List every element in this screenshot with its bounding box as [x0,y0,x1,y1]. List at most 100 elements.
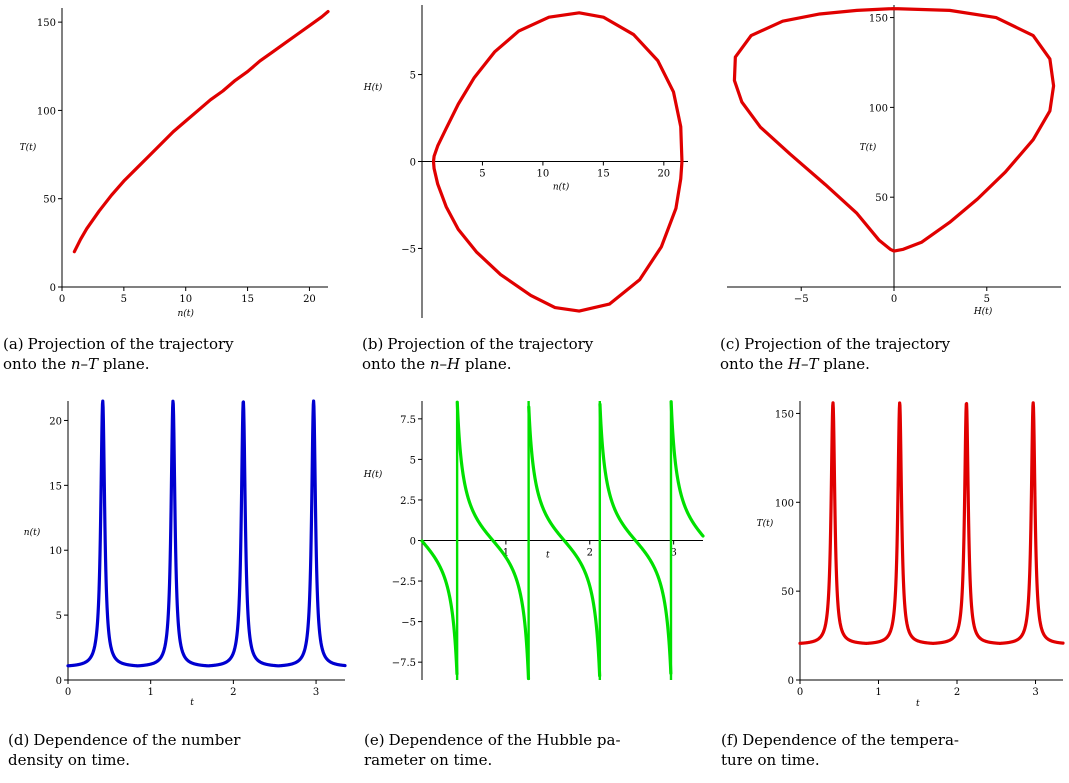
series-line [732,6,1056,253]
y-tick-label: 0 [410,537,416,548]
caption-c: (c) Projection of the trajectory onto the… [720,334,1060,374]
x-tick-label: 15 [597,169,610,180]
caption-text: Projection of the trajectory [387,335,594,353]
y-tick-label: 0 [788,676,794,687]
y-tick-label: −2.5 [392,577,416,588]
chart-a: 0 5 10 15 20 0 50 100 150 n(t) T(t) [20,8,330,319]
caption-text: plane. [98,355,150,373]
y-tick-label: 5 [410,455,416,466]
caption-e: (e) Dependence of the Hubble pa- rameter … [364,730,699,770]
y-axis-label: H(t) [363,82,383,93]
x-tick-label: 3 [1032,687,1038,698]
caption-text: onto the [720,355,788,373]
chart-e: 1 2 3 −7.5 −5 −2.5 0 2.5 5 7.5 t H(t) [363,400,705,681]
x-tick-label: 2 [230,687,236,698]
y-tick-label: −7.5 [392,658,416,669]
x-tick-label: −5 [794,294,809,305]
y-tick-label: 7.5 [400,415,416,426]
chart-c: −5 0 5 50 100 150 H(t) T(t) [727,5,1061,317]
caption-text: Projection of the trajectory [744,335,951,353]
y-axis-label: T(t) [757,518,774,529]
y-tick-label: 0 [410,158,416,169]
caption-text: onto the [3,355,71,373]
y-tick-label: 150 [775,409,794,420]
caption-text: plane. [460,355,512,373]
caption-text: onto the [362,355,430,373]
x-tick-label: 10 [179,294,192,305]
caption-b: (b) Projection of the trajectory onto the… [362,334,697,374]
y-tick-label: 5 [410,71,416,82]
x-axis-label: t [916,699,920,709]
caption-tag: (e) [364,731,385,749]
x-axis-label: n(t) [178,308,195,319]
x-tick-label: 15 [241,294,254,305]
x-tick-label: 5 [121,294,127,305]
caption-var: n [429,355,440,373]
caption-tag: (c) [720,335,741,353]
y-tick-label: 2.5 [400,496,416,507]
panel-a: 0 5 10 15 20 0 50 100 150 n(t) T(t) [0,0,340,319]
series-line [66,399,347,668]
panel-d: 0 1 2 3 0 5 10 15 20 t n(t) [0,395,350,708]
panel-b: 5 10 15 20 −5 0 5 n(t) H(t) [355,0,705,320]
y-tick-label: 100 [37,106,56,117]
caption-var: H [787,355,801,373]
series-line [598,402,673,675]
chart-d: 0 1 2 3 0 5 10 15 20 t n(t) [24,399,347,708]
series-line [431,11,684,313]
caption-text: Projection of the trajectory [27,335,234,353]
y-axis-label: T(t) [20,142,37,153]
caption-text: rameter on time. [364,751,493,769]
caption-tag: (f) [721,731,739,749]
x-axis-label: t [190,698,194,708]
y-tick-label: 50 [875,193,888,204]
y-axis-label: T(t) [860,142,877,153]
x-tick-label: 5 [479,169,485,180]
x-tick-label: 1 [503,548,509,559]
y-tick-label: −5 [401,618,416,629]
y-tick-label: 50 [43,195,56,206]
caption-var: n [70,355,81,373]
y-axis-label: H(t) [363,469,383,480]
panel-c: −5 0 5 50 100 150 H(t) T(t) [715,0,1069,317]
x-tick-label: 10 [537,169,550,180]
caption-a: (a) Projection of the trajectory onto the… [3,334,338,374]
chart-f: 0 1 2 3 0 50 100 150 t T(t) [757,401,1065,709]
series-line [798,401,1065,645]
y-tick-label: 20 [49,416,62,427]
x-axis-label: t [546,551,550,561]
caption-text: Dependence of the tempera- [742,731,959,749]
x-tick-label: 2 [587,548,593,559]
caption-sep: – [439,355,448,373]
x-tick-label: 0 [65,687,71,698]
caption-var: T [808,355,819,373]
x-tick-label: 0 [59,294,65,305]
series-line [669,400,705,538]
x-tick-label: 3 [670,548,676,559]
x-tick-label: 1 [875,687,881,698]
x-tick-label: 20 [657,169,670,180]
series-line [420,539,459,676]
series-line [527,405,602,678]
x-axis-label: H(t) [973,306,993,317]
caption-text: Dependence of the number [33,731,241,749]
x-axis-label: n(t) [553,182,570,193]
x-tick-label: 2 [954,687,960,698]
y-tick-label: 100 [869,103,888,114]
x-tick-label: 1 [147,687,153,698]
series-line [72,9,330,254]
y-tick-label: −5 [401,244,416,255]
x-tick-label: 0 [891,294,897,305]
y-tick-label: 100 [775,498,794,509]
caption-var: H [447,355,461,373]
x-tick-label: 20 [303,294,316,305]
caption-sep: – [800,355,809,373]
y-tick-label: 50 [781,587,794,598]
y-tick-label: 5 [56,611,62,622]
caption-text: plane. [818,355,870,373]
y-tick-label: 15 [49,481,62,492]
y-tick-label: 0 [50,283,56,294]
panel-e: 1 2 3 −7.5 −5 −2.5 0 2.5 5 7.5 t H(t) [355,395,710,700]
caption-text: Dependence of the Hubble pa- [388,731,621,749]
y-tick-label: 150 [869,14,888,25]
